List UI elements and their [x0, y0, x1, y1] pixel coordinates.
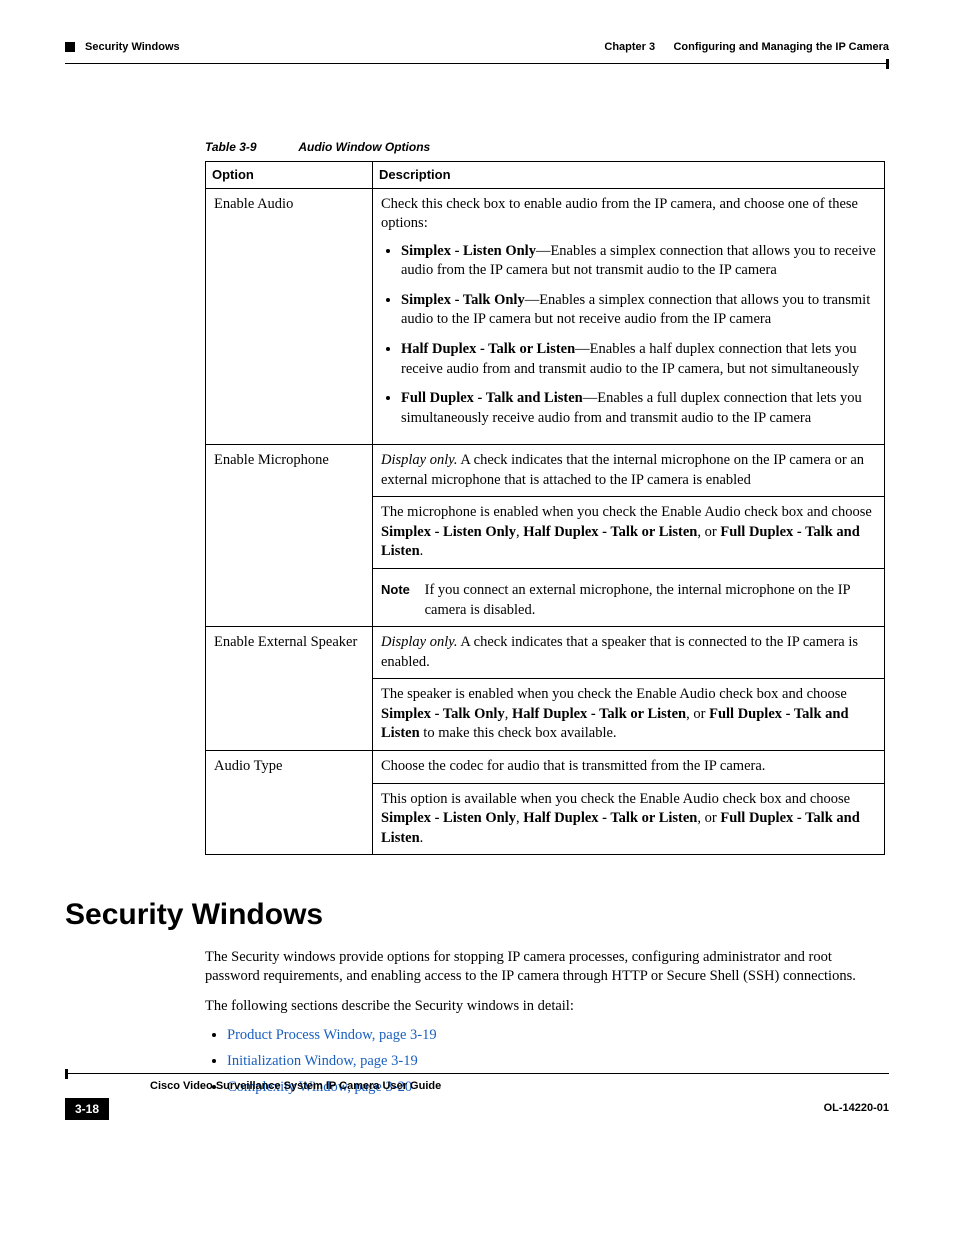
- cell-option-empty: [206, 569, 373, 627]
- row-enable-microphone-3: Note If you connect an external micropho…: [206, 569, 885, 627]
- footer-bottom: 3-18 OL-14220-01: [65, 1098, 889, 1120]
- page-content: Table 3-9 Audio Window Options Option De…: [65, 139, 889, 1097]
- col-option: Option: [206, 162, 373, 189]
- table-caption: Table 3-9 Audio Window Options: [205, 139, 889, 155]
- link-initialization[interactable]: Initialization Window, page 3-19: [227, 1053, 418, 1069]
- list-item: Product Process Window, page 3-19: [227, 1026, 887, 1046]
- bullet-item: Simplex - Listen Only—Enables a simplex …: [401, 242, 876, 281]
- table-title: Audio Window Options: [298, 140, 430, 154]
- intro-text: Check this check box to enable audio fro…: [381, 195, 876, 234]
- cell-option-empty: [206, 679, 373, 751]
- document-page: Security Windows Chapter 3 Configuring a…: [0, 0, 954, 1150]
- cell-option-empty: [206, 783, 373, 855]
- cell-description: Display only. A check indicates that the…: [373, 445, 885, 497]
- cell-option: Enable Audio: [206, 188, 373, 445]
- row-audio-type-2: This option is available when you check …: [206, 783, 885, 855]
- page-footer: Cisco Video Surveillance System IP Camer…: [65, 1069, 889, 1120]
- note-label: Note: [381, 581, 421, 599]
- row-enable-speaker-1: Enable External Speaker Display only. A …: [206, 627, 885, 679]
- section-heading: Security Windows: [65, 895, 889, 936]
- note-block: Note If you connect an external micropho…: [381, 581, 876, 620]
- cell-description: Check this check box to enable audio fro…: [373, 188, 885, 445]
- header-square-icon: [65, 42, 75, 52]
- note-text: If you connect an external microphone, t…: [425, 581, 865, 620]
- cell-description: This option is available when you check …: [373, 783, 885, 855]
- footer-guide-row: Cisco Video Surveillance System IP Camer…: [65, 1079, 889, 1094]
- footer-guide-title: Cisco Video Surveillance System IP Camer…: [150, 1079, 441, 1094]
- row-enable-speaker-2: The speaker is enabled when you check th…: [206, 679, 885, 751]
- document-id: OL-14220-01: [824, 1101, 889, 1116]
- cell-option: Enable Microphone: [206, 445, 373, 497]
- cell-description: Display only. A check indicates that a s…: [373, 627, 885, 679]
- options-table: Option Description Enable Audio Check th…: [205, 161, 885, 855]
- section-paragraph: The Security windows provide options for…: [205, 948, 885, 987]
- row-enable-microphone-1: Enable Microphone Display only. A check …: [206, 445, 885, 497]
- footer-rule: [65, 1069, 889, 1079]
- header-left: Security Windows: [65, 40, 180, 55]
- cell-description: Choose the codec for audio that is trans…: [373, 750, 885, 783]
- bullet-list: Simplex - Listen Only—Enables a simplex …: [381, 242, 876, 429]
- bullet-item: Simplex - Talk Only—Enables a simplex co…: [401, 291, 876, 330]
- cell-option-empty: [206, 497, 373, 569]
- section-paragraph: The following sections describe the Secu…: [205, 997, 885, 1017]
- cell-description: The speaker is enabled when you check th…: [373, 679, 885, 751]
- bullet-item: Half Duplex - Talk or Listen—Enables a h…: [401, 340, 876, 379]
- row-enable-microphone-2: The microphone is enabled when you check…: [206, 497, 885, 569]
- col-description: Description: [373, 162, 885, 189]
- header-section-title: Security Windows: [85, 40, 180, 55]
- table-number: Table 3-9: [205, 139, 295, 155]
- cell-description: The microphone is enabled when you check…: [373, 497, 885, 569]
- row-audio-type-1: Audio Type Choose the codec for audio th…: [206, 750, 885, 783]
- header-right: Chapter 3 Configuring and Managing the I…: [604, 40, 889, 55]
- link-product-process[interactable]: Product Process Window, page 3-19: [227, 1027, 437, 1043]
- cell-option: Enable External Speaker: [206, 627, 373, 679]
- bullet-item: Full Duplex - Talk and Listen—Enables a …: [401, 389, 876, 428]
- table-header-row: Option Description: [206, 162, 885, 189]
- header-rule: [65, 59, 889, 69]
- page-number-badge: 3-18: [65, 1098, 109, 1120]
- header-chapter: Chapter 3 Configuring and Managing the I…: [604, 41, 889, 53]
- cell-option: Audio Type: [206, 750, 373, 783]
- page-header: Security Windows Chapter 3 Configuring a…: [65, 40, 889, 55]
- cell-description: Note If you connect an external micropho…: [373, 569, 885, 627]
- row-enable-audio: Enable Audio Check this check box to ena…: [206, 188, 885, 445]
